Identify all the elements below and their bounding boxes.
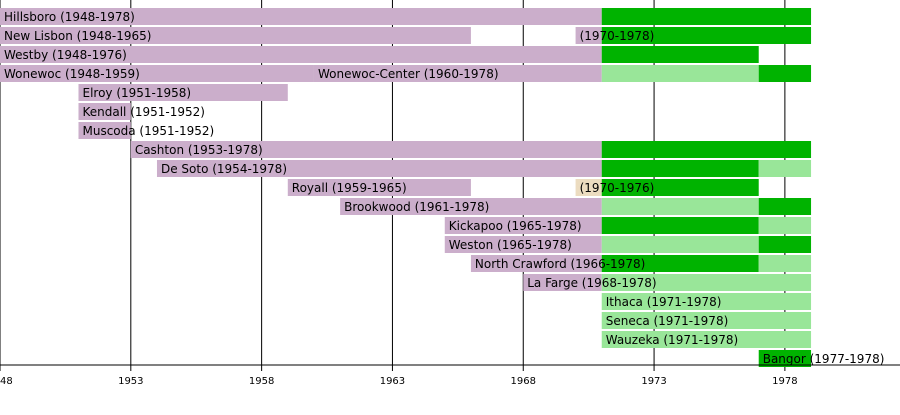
segment bbox=[444, 217, 602, 234]
segment bbox=[601, 236, 759, 253]
segment bbox=[0, 46, 602, 63]
segment bbox=[78, 103, 131, 120]
segment bbox=[758, 65, 812, 82]
segment bbox=[601, 198, 759, 215]
segment bbox=[758, 255, 812, 272]
segment-label: North Crawford (1966-1978) bbox=[475, 257, 645, 271]
segment bbox=[78, 84, 288, 101]
segment-label: Seneca (1971-1978) bbox=[606, 314, 729, 328]
segment bbox=[78, 122, 131, 139]
segment bbox=[601, 293, 812, 310]
segment bbox=[130, 141, 602, 158]
segment-label: Ithaca (1971-1978) bbox=[606, 295, 722, 309]
segment bbox=[601, 27, 812, 44]
segment bbox=[601, 8, 812, 25]
x-tick-label: 1973 bbox=[641, 376, 666, 387]
segment-label: Wonewoc-Center (1960-1978) bbox=[318, 67, 499, 81]
segment-label: La Farge (1968-1978) bbox=[527, 276, 656, 290]
segment-label: Brookwood (1961-1978) bbox=[344, 200, 489, 214]
segment-label: Kickapoo (1965-1978) bbox=[449, 219, 582, 233]
segment-label: Royall (1959-1965) bbox=[292, 181, 407, 195]
segment bbox=[470, 255, 602, 272]
segment bbox=[575, 179, 602, 196]
segment-label: Wonewoc (1948-1959) bbox=[4, 67, 140, 81]
segment bbox=[758, 217, 812, 234]
segment-label: Wauzeka (1971-1978) bbox=[606, 333, 738, 347]
segment bbox=[601, 65, 759, 82]
segment-label: Cashton (1953-1978) bbox=[135, 143, 263, 157]
segment-label: Weston (1965-1978) bbox=[449, 238, 572, 252]
segment bbox=[601, 255, 759, 272]
segment bbox=[601, 274, 812, 291]
segment-label: Westby (1948-1976) bbox=[4, 48, 127, 62]
segment bbox=[0, 65, 314, 82]
x-tick-label: 1958 bbox=[249, 376, 274, 387]
x-tick-label: 1963 bbox=[380, 376, 405, 387]
segment-label: Muscoda (1951-1952) bbox=[82, 124, 214, 138]
segment-label: Elroy (1951-1958) bbox=[82, 86, 191, 100]
x-tick-label: 1953 bbox=[118, 376, 143, 387]
segment bbox=[340, 198, 602, 215]
segment bbox=[444, 236, 602, 253]
x-tick-label: 1968 bbox=[511, 376, 536, 387]
segment bbox=[313, 65, 602, 82]
segment bbox=[601, 46, 759, 63]
segment bbox=[758, 350, 812, 367]
segment bbox=[758, 160, 812, 177]
segment bbox=[601, 217, 759, 234]
x-tick-label: 1948 bbox=[0, 376, 13, 387]
segment bbox=[601, 179, 759, 196]
segment bbox=[601, 160, 759, 177]
segment bbox=[287, 179, 471, 196]
segment bbox=[0, 8, 602, 25]
segment-label: Kendall (1951-1952) bbox=[82, 105, 204, 119]
segment bbox=[758, 198, 812, 215]
x-tick-label: 1978 bbox=[772, 376, 797, 387]
segment bbox=[601, 141, 812, 158]
segment bbox=[601, 312, 812, 329]
segment bbox=[0, 27, 471, 44]
segment bbox=[601, 331, 812, 348]
segment bbox=[156, 160, 602, 177]
segment-label: Bangor (1977-1978) bbox=[763, 352, 885, 366]
labels: Hillsboro (1948-1978) New Lisbon (1948-19… bbox=[4, 10, 884, 366]
segment bbox=[758, 236, 812, 253]
segment-label: Hillsboro (1948-1978) bbox=[4, 10, 135, 24]
segment-label: New Lisbon (1948-1965) bbox=[4, 29, 151, 43]
segment-label: (1970-1976) bbox=[580, 181, 655, 195]
segment-label: De Soto (1954-1978) bbox=[161, 162, 287, 176]
bars bbox=[0, 8, 812, 367]
segment bbox=[523, 274, 602, 291]
segment bbox=[575, 27, 602, 44]
segment-label: (1970-1978) bbox=[580, 29, 655, 43]
